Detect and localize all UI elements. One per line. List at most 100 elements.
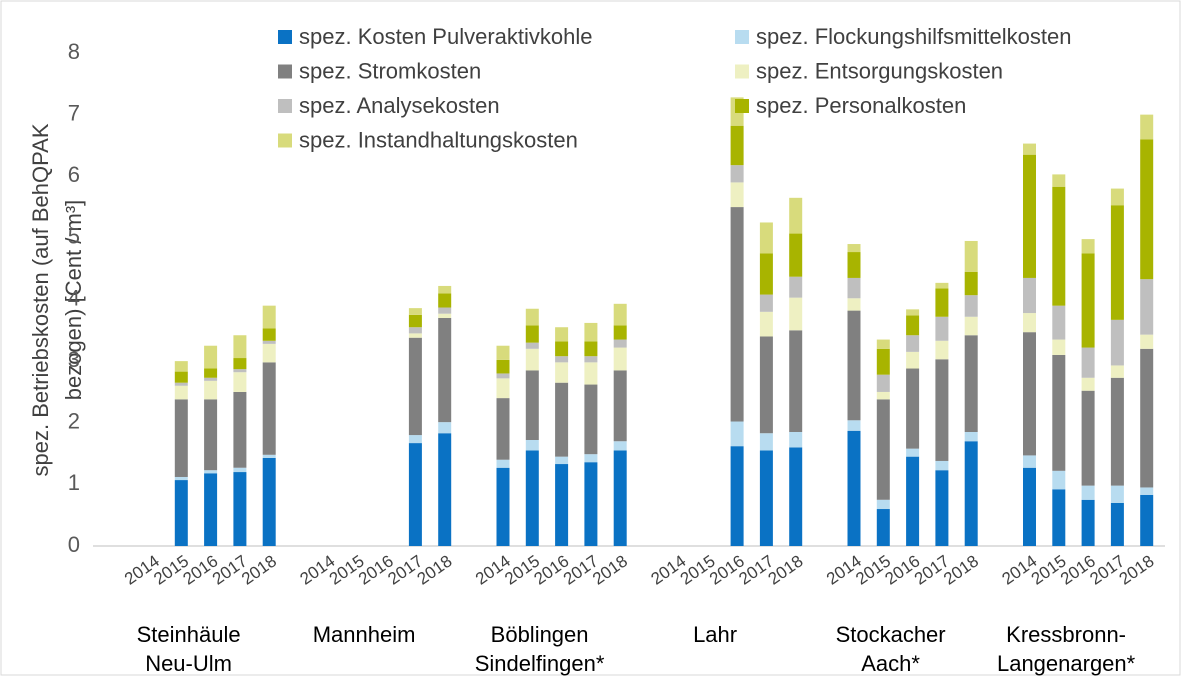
bar-segment xyxy=(1052,489,1066,546)
group-label: Langenargen* xyxy=(997,651,1136,676)
bar-segment xyxy=(204,377,218,381)
bar-segment xyxy=(876,348,890,375)
bar-segment xyxy=(759,294,773,312)
bar-segment xyxy=(876,399,890,500)
bar-segment xyxy=(730,125,744,166)
bar-segment xyxy=(759,336,773,434)
bar-segment xyxy=(496,378,510,399)
bar-segment xyxy=(1081,347,1095,378)
bar-segment xyxy=(555,362,569,383)
bar-segment xyxy=(847,252,861,278)
bar-segment xyxy=(935,288,949,317)
bar-segment xyxy=(584,454,598,463)
bar-segment xyxy=(1052,186,1066,306)
bar-segment xyxy=(525,348,539,371)
bar-segment xyxy=(789,297,803,331)
legend-swatch xyxy=(735,64,749,79)
y-tick-label: 3 xyxy=(68,347,80,372)
bar-segment xyxy=(174,371,188,383)
bar-segment xyxy=(496,345,510,360)
group-label: Lahr xyxy=(693,622,737,647)
bar-segment xyxy=(438,313,452,318)
x-tick-label: 2018 xyxy=(940,551,982,588)
bar-segment xyxy=(1052,305,1066,340)
bar-segment xyxy=(1023,154,1036,278)
bar-segment xyxy=(1140,348,1154,488)
bar-segment xyxy=(964,271,978,296)
bar-segment xyxy=(935,359,949,461)
y-axis-label: spez. Betriebskosten (auf BehQPAK xyxy=(28,123,53,476)
bar-segment xyxy=(906,315,920,336)
bar-segment xyxy=(730,207,744,422)
bar-segment xyxy=(233,358,247,370)
bar-segment xyxy=(408,333,422,338)
bar-segment xyxy=(496,359,510,374)
bar-segment xyxy=(262,454,276,458)
bar-segment xyxy=(906,368,920,449)
legend-label: spez. Instandhaltungskosten xyxy=(299,127,578,152)
bar-segment xyxy=(555,464,569,546)
bar-segment xyxy=(174,361,188,372)
bar-segment xyxy=(964,431,978,442)
bar-segment xyxy=(204,345,218,369)
y-tick-label: 1 xyxy=(68,470,80,495)
x-tick-label: 2018 xyxy=(414,551,456,588)
bar-segment xyxy=(847,298,861,311)
bar-segment xyxy=(1110,319,1124,366)
bar-segment xyxy=(876,391,890,400)
bar-segment xyxy=(233,372,247,392)
bar-segment xyxy=(204,399,218,471)
y-tick-label: 2 xyxy=(68,409,80,434)
bar-segment xyxy=(584,362,598,385)
bar-segment xyxy=(555,382,569,457)
bar-segment xyxy=(262,457,276,546)
bar-segment xyxy=(613,441,627,451)
legend-label: spez. Analysekosten xyxy=(299,93,500,118)
legend-swatch xyxy=(278,99,292,113)
bar-segment xyxy=(906,456,920,546)
group-label: Kressbronn- xyxy=(1006,622,1126,647)
bar-segment xyxy=(935,340,949,360)
bar-segment xyxy=(935,470,949,546)
legend-swatch xyxy=(278,64,292,79)
bar-segment xyxy=(438,285,452,294)
bar-segment xyxy=(1052,470,1066,490)
bar-segment xyxy=(759,450,773,546)
bar-segment xyxy=(1081,390,1095,486)
group-label: Aach* xyxy=(861,651,920,676)
bar-segment xyxy=(204,473,218,546)
bar-segment xyxy=(759,311,773,337)
x-tick-label: 2018 xyxy=(589,551,631,588)
bar-segment xyxy=(233,391,247,468)
legend-label: spez. Flockungshilfsmittelkosten xyxy=(756,24,1071,49)
bar-segment xyxy=(1140,139,1154,280)
bar-segment xyxy=(204,368,218,378)
bar-segment xyxy=(847,277,861,299)
bar-segment xyxy=(759,222,773,254)
bar-segment xyxy=(1023,455,1036,468)
bar-segment xyxy=(525,325,539,343)
bar-segment xyxy=(1052,174,1066,187)
bar-segment xyxy=(174,382,188,386)
bar-segment xyxy=(408,443,422,546)
bar-segment xyxy=(584,322,598,342)
bar-segment xyxy=(1140,334,1154,349)
bar-segment xyxy=(1023,277,1036,314)
bar-segment xyxy=(233,335,247,359)
bar-segment xyxy=(964,335,978,432)
bar-segment xyxy=(555,456,569,465)
bar-segment xyxy=(1140,487,1154,495)
bar-segment xyxy=(1110,502,1124,546)
bar-segment xyxy=(1023,143,1036,155)
bar-segment xyxy=(1081,253,1095,348)
bar-segment xyxy=(876,374,890,392)
bar-segment xyxy=(496,398,510,460)
bar-segment xyxy=(555,341,569,357)
bar-segment xyxy=(847,310,861,421)
bar-segment xyxy=(1023,313,1036,333)
bar-segment xyxy=(525,342,539,349)
bar-segment xyxy=(789,197,803,234)
bar-segment xyxy=(1140,494,1154,546)
